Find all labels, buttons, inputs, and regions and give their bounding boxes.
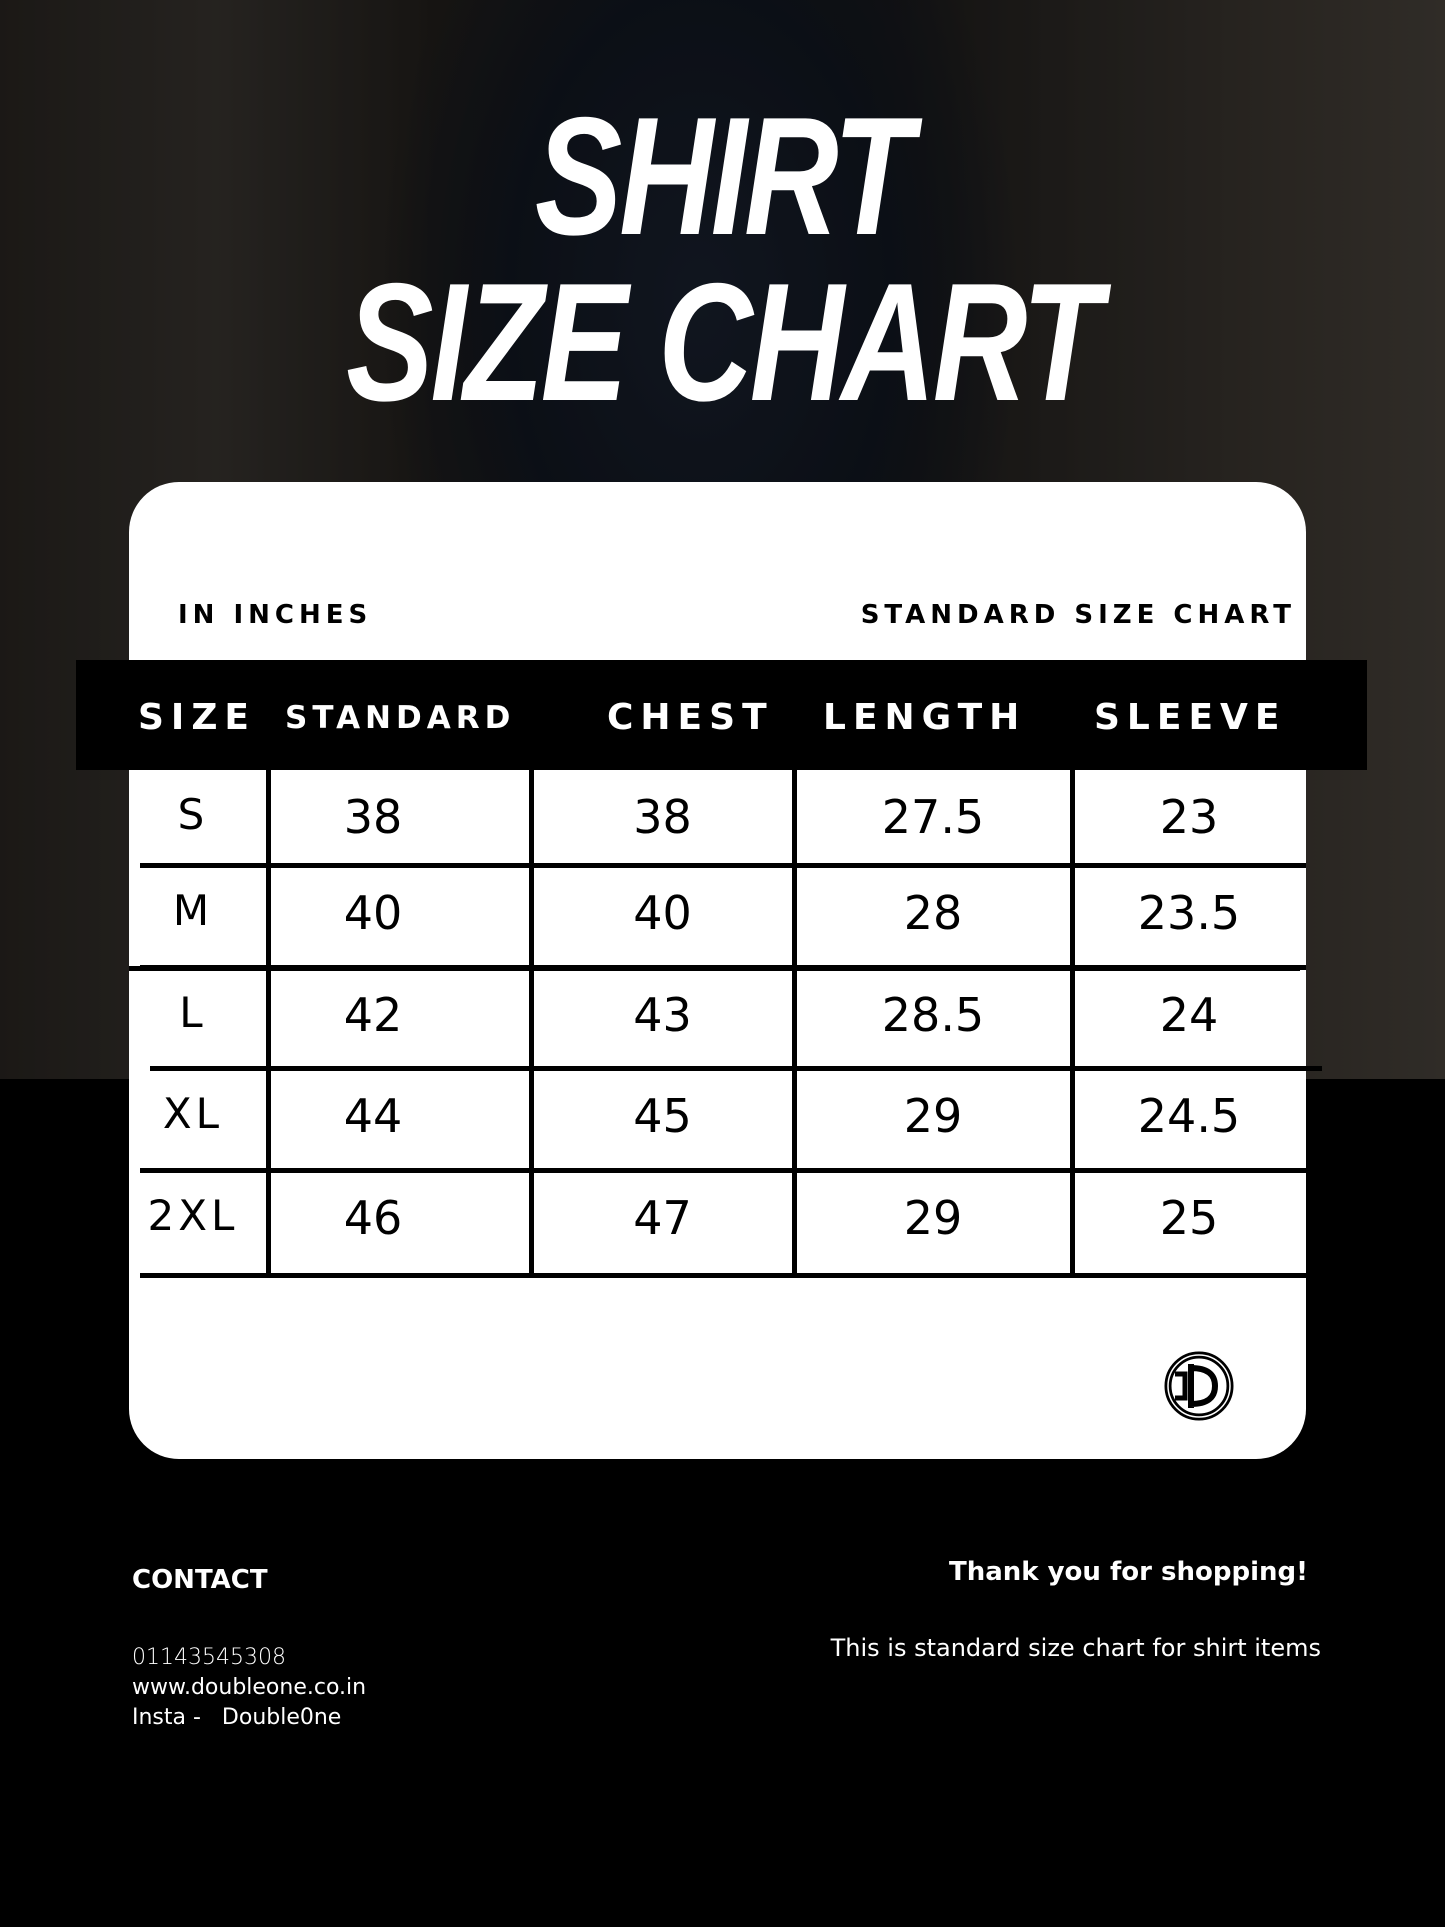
contact-website[interactable]: www.doubleone.co.in [132, 1675, 367, 1700]
brand-logo [1164, 1351, 1234, 1421]
measurement-cell: 40 [633, 886, 692, 940]
measurement-cell: 46 [343, 1191, 403, 1245]
measurement-cell: 45 [633, 1089, 692, 1143]
contact-insta[interactable]: Insta - Double0ne [132, 1705, 342, 1730]
measurement-cell: 28 [903, 886, 963, 940]
column-divider [529, 770, 534, 1276]
measurement-cell: 27.5 [881, 790, 985, 844]
column-divider [1070, 770, 1075, 1276]
header-sleeve: SLEEVE [1094, 697, 1287, 738]
header-length: LENGTH [823, 697, 1027, 738]
contact-heading: CONTACT [132, 1565, 268, 1595]
table-header [76, 660, 1367, 770]
measurement-cell: 23 [1159, 790, 1219, 844]
measurement-cell: 47 [633, 1191, 692, 1245]
measurement-cell: 29 [903, 1191, 963, 1245]
measurement-cell: 23.5 [1137, 886, 1241, 940]
row-divider [140, 1168, 1306, 1173]
measurement-cell: 24 [1159, 988, 1219, 1042]
row-divider [150, 1066, 1322, 1071]
measurement-cell: 24.5 [1137, 1089, 1241, 1143]
row-divider [140, 863, 1306, 868]
footer-note: This is standard size chart for shirt it… [830, 1634, 1321, 1662]
column-divider [266, 770, 271, 1276]
size-cell: XL [162, 1089, 224, 1138]
measurement-cell: 38 [633, 790, 692, 844]
measurement-cell: 40 [343, 886, 403, 940]
title-line-1: SHIRT [534, 82, 913, 270]
header-standard: STANDARD [285, 700, 516, 736]
measurement-cell: 42 [343, 988, 403, 1042]
title-line-2: SIZE CHART [346, 248, 1102, 436]
measurement-cell: 29 [903, 1089, 963, 1143]
header-size: SIZE [138, 697, 257, 738]
size-cell: 2XL [147, 1191, 239, 1240]
measurement-cell: 44 [343, 1089, 403, 1143]
measurement-cell: 38 [343, 790, 403, 844]
column-divider [792, 770, 797, 1276]
unit-label: IN INCHES [178, 600, 373, 630]
row-divider [129, 966, 1300, 971]
size-cell: S [177, 790, 209, 839]
measurement-cell: 43 [633, 988, 692, 1042]
measurement-cell: 25 [1159, 1191, 1219, 1245]
thank-you-text: Thank you for shopping! [948, 1557, 1308, 1587]
row-divider [140, 1273, 1306, 1278]
header-chest: CHEST [607, 697, 774, 738]
size-cell: L [179, 988, 207, 1037]
contact-phone: 01143545308 [132, 1645, 286, 1670]
measurement-cell: 28.5 [881, 988, 985, 1042]
size-cell: M [172, 886, 214, 935]
chart-label: STANDARD SIZE CHART [860, 600, 1296, 630]
